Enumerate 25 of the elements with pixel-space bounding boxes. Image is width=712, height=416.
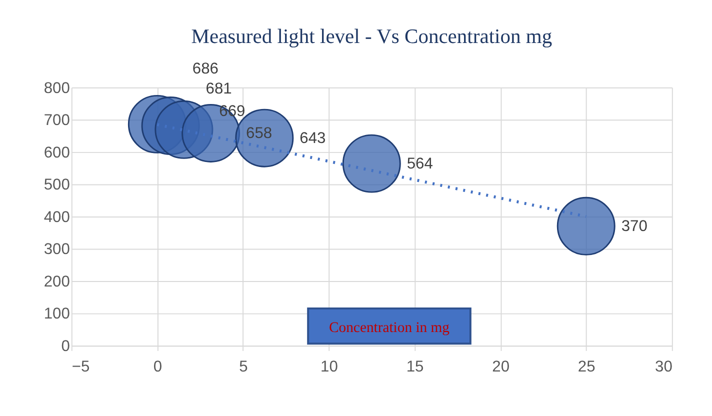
x-tick-label: 10 — [320, 358, 338, 376]
y-tick-label: 0 — [61, 338, 70, 355]
x-tick-label: −5 — [72, 358, 90, 376]
data-label: 658 — [246, 125, 272, 142]
x-tick-label: 25 — [578, 358, 596, 376]
y-tick-label: 800 — [44, 80, 70, 97]
x-tick-label: 5 — [239, 358, 248, 376]
y-tick-label: 500 — [44, 176, 70, 194]
y-tick-label: 400 — [44, 208, 70, 226]
x-tick-label: 15 — [406, 358, 424, 376]
x-tick-label: 20 — [492, 358, 510, 376]
data-label: 686 — [192, 60, 218, 78]
x-tick-label: 30 — [655, 358, 673, 376]
y-tick-label: 100 — [44, 306, 70, 323]
y-tick-label: 200 — [44, 273, 70, 290]
data-label: 643 — [300, 130, 326, 147]
data-label: 564 — [406, 155, 434, 172]
x-tick-label: 0 — [153, 358, 162, 376]
y-tick-label: 700 — [44, 112, 70, 130]
chart-title: Measured light level - Vs Concentration mg — [191, 26, 552, 48]
y-tick-label: 300 — [44, 241, 70, 258]
data-label: 370 — [621, 218, 648, 236]
data-label: 681 — [206, 80, 232, 98]
annotation: Concentration in mg — [329, 320, 450, 336]
y-tick-label: 600 — [44, 144, 70, 162]
